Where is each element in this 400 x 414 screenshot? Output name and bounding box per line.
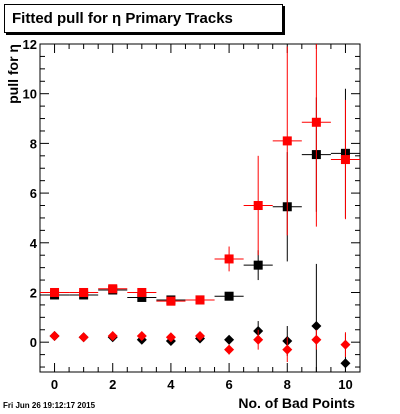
- diamond-marker: [340, 339, 351, 350]
- plot-frame: [39, 43, 361, 373]
- diamond-marker: [136, 330, 147, 341]
- x-tick-label: 4: [167, 377, 175, 392]
- diamond-marker: [253, 334, 264, 345]
- diamond-marker: [49, 330, 60, 341]
- y-tick-label: 10: [23, 87, 37, 102]
- y-axis-title: pull for η: [5, 44, 21, 104]
- y-tick-label: 12: [23, 37, 37, 52]
- square-marker: [108, 284, 118, 294]
- x-tick-label: 10: [338, 377, 352, 392]
- series-1: [40, 44, 360, 306]
- diamond-marker: [195, 330, 205, 341]
- diamond-marker: [165, 332, 176, 343]
- series-2: [49, 263, 351, 372]
- diamond-marker: [311, 321, 322, 332]
- square-marker: [79, 287, 89, 297]
- square-marker: [50, 287, 60, 297]
- chart-title-box: Fitted pull for η Primary Tracks: [4, 4, 283, 33]
- x-axis-ticks: 0 2 4 6 8 10: [51, 44, 353, 392]
- timestamp: Fri Jun 26 19:12:17 2015: [3, 401, 96, 410]
- chart-title: Fitted pull for η Primary Tracks: [12, 10, 233, 27]
- square-marker: [224, 254, 234, 264]
- diamond-marker: [311, 334, 322, 345]
- x-axis-title: No. of Bad Points: [238, 395, 355, 411]
- y-tick-label: 0: [30, 335, 37, 350]
- diamond-marker: [224, 344, 235, 355]
- y-tick-label: 2: [30, 285, 37, 300]
- x-tick-label: 2: [109, 377, 116, 392]
- x-tick-label: 8: [284, 377, 291, 392]
- series-3: [49, 329, 351, 363]
- y-axis-ticks: 0 2 4 6 8 10 12: [23, 37, 360, 368]
- diamond-marker: [282, 344, 293, 355]
- square-marker: [253, 260, 263, 270]
- square-marker: [195, 295, 205, 305]
- y-tick-label: 8: [30, 136, 37, 151]
- square-marker: [137, 287, 147, 297]
- x-tick-label: 6: [225, 377, 232, 392]
- data-marks: [40, 44, 360, 372]
- square-marker: [340, 155, 350, 165]
- y-tick-label: 6: [30, 186, 37, 201]
- square-marker: [311, 117, 321, 127]
- square-marker: [137, 292, 147, 302]
- y-tick-label: 4: [30, 236, 38, 251]
- square-marker: [166, 296, 176, 306]
- diamond-marker: [340, 358, 351, 369]
- square-marker: [282, 136, 292, 146]
- diamond-marker: [107, 330, 118, 341]
- diamond-marker: [224, 334, 235, 345]
- square-marker: [224, 291, 234, 301]
- x-tick-label: 0: [51, 377, 58, 392]
- diamond-marker: [78, 332, 89, 343]
- square-marker: [253, 201, 263, 211]
